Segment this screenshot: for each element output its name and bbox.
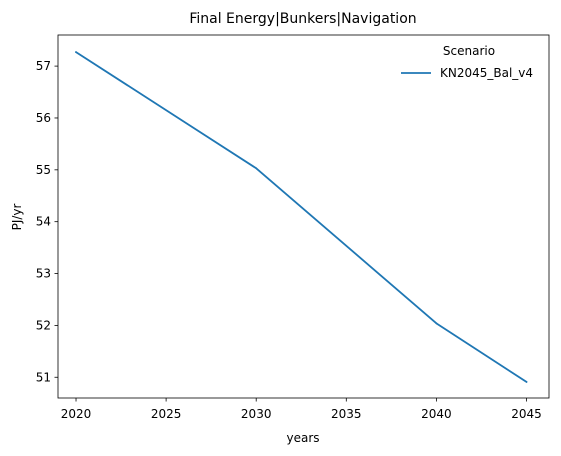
plot-frame bbox=[57, 34, 550, 399]
x-tick-label: 2040 bbox=[421, 407, 452, 421]
data-point bbox=[255, 167, 258, 170]
x-tick-label: 2025 bbox=[151, 407, 182, 421]
x-tick-label: 2020 bbox=[61, 407, 92, 421]
y-axis-label: PJ/yr bbox=[10, 204, 24, 231]
y-tick-label: 51 bbox=[36, 370, 51, 384]
y-axis: 51 52 53 54 55 56 57 bbox=[36, 59, 58, 384]
y-tick-label: 57 bbox=[36, 59, 51, 73]
x-tick-label: 2035 bbox=[331, 407, 362, 421]
y-tick-label: 52 bbox=[36, 318, 51, 332]
y-tick-label: 54 bbox=[36, 215, 51, 229]
y-tick-label: 55 bbox=[36, 163, 51, 177]
y-tick-label: 53 bbox=[36, 267, 51, 281]
legend: Scenario KN2045_Bal_v4 bbox=[401, 44, 533, 80]
legend-series-label: KN2045_Bal_v4 bbox=[440, 66, 533, 80]
y-tick-label: 56 bbox=[36, 111, 51, 125]
data-point bbox=[435, 322, 438, 325]
series-layer bbox=[75, 51, 528, 383]
series-line-0 bbox=[75, 51, 528, 383]
x-axis: 2020 2025 2030 2035 2040 2045 bbox=[61, 398, 542, 421]
data-point bbox=[525, 381, 528, 383]
x-tick-label: 2045 bbox=[511, 407, 542, 421]
chart-title: Final Energy|Bunkers|Navigation bbox=[189, 11, 416, 27]
legend-title: Scenario bbox=[443, 44, 495, 58]
data-point bbox=[75, 51, 77, 54]
x-axis-label: years bbox=[286, 431, 319, 445]
x-tick-label: 2030 bbox=[241, 407, 272, 421]
